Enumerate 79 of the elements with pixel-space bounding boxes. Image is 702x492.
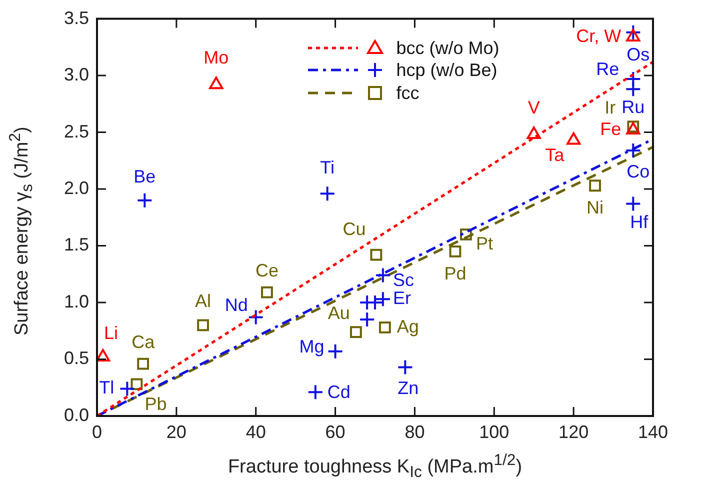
annotation: Pb [144, 394, 167, 414]
legend-label: hcp (w/o Be) [396, 59, 498, 82]
point [130, 378, 143, 390]
y-tick-label: 2.5 [64, 121, 89, 142]
point [370, 248, 382, 261]
point [307, 384, 324, 400]
y-tick-label: 1.0 [64, 291, 89, 312]
x-tick-label: 80 [404, 422, 425, 442]
point [119, 380, 136, 397]
annotation: Er [392, 288, 411, 308]
point [374, 267, 391, 284]
y-tick-label: 2.0 [64, 178, 89, 198]
x-tick-label: 100 [479, 422, 510, 442]
y-tick-label: 3.5 [64, 8, 89, 28]
annotation: Cd [327, 382, 350, 402]
y-tick-label: 3.0 [64, 64, 89, 85]
x-axis-title: Fracture toughness K$_{Ic}$ (MPa.m$^{1/2}$) [226, 452, 524, 482]
x-tick-label: 120 [558, 422, 589, 442]
point [319, 186, 336, 202]
x-tick-label: 20 [166, 422, 186, 442]
annotation: Ce [255, 260, 278, 280]
annotation: Nd [224, 295, 248, 316]
point [625, 81, 642, 98]
y-tick-label: 0.0 [64, 404, 89, 425]
annotation: Ir [604, 98, 616, 118]
annotation: Sc [392, 270, 414, 290]
point [248, 309, 264, 326]
annotation: Tl [99, 378, 114, 398]
x-tick-label: 40 [246, 422, 266, 442]
point [197, 319, 209, 332]
annotation: Ca [132, 332, 156, 352]
point [136, 192, 153, 208]
point [526, 126, 541, 140]
point [261, 286, 273, 298]
point [378, 322, 391, 334]
point [625, 196, 642, 212]
legend-label: fcc [396, 82, 420, 104]
point [460, 228, 472, 240]
point [625, 24, 642, 40]
annotation: Cu [342, 218, 366, 239]
point [397, 359, 414, 376]
annotation: Os [626, 44, 650, 64]
legend-label: bcc (w/o Mo) [396, 36, 500, 60]
annotation: Zn [398, 378, 419, 398]
annotation: Re [596, 58, 620, 79]
x-tick-label: 140 [638, 422, 668, 442]
annotation: Al [195, 291, 212, 312]
annotation: Li [104, 322, 118, 343]
annotation: Co [626, 161, 650, 182]
annotation: Ta [545, 145, 566, 166]
point [566, 132, 581, 145]
point [589, 180, 601, 192]
annotation: Cr, W [576, 26, 622, 46]
point [626, 28, 640, 42]
point [374, 291, 391, 308]
annotation: Mo [204, 48, 229, 68]
annotation: Ru [622, 97, 645, 118]
annotation: Ag [396, 316, 419, 336]
annotation: Be [134, 166, 156, 186]
point [137, 358, 150, 370]
y-tick-label: 0.5 [64, 348, 89, 368]
annotation: Ni [586, 198, 604, 218]
point [449, 245, 462, 258]
point [209, 76, 224, 90]
annotation: Au [328, 302, 350, 323]
annotation: Ti [320, 158, 335, 178]
annotation: Pd [444, 263, 466, 284]
annotation: Mg [299, 336, 324, 356]
y-tick-label: 1.5 [64, 234, 89, 255]
annotation: Hf [630, 212, 650, 232]
annotation: Pt [476, 233, 493, 254]
x-tick-label: 0 [92, 422, 102, 442]
point [350, 326, 362, 338]
annotation: V [528, 98, 540, 118]
annotation: Fe [600, 118, 622, 139]
point [327, 343, 344, 360]
point [359, 312, 376, 328]
x-tick-label: 60 [325, 422, 346, 442]
point [625, 142, 642, 158]
